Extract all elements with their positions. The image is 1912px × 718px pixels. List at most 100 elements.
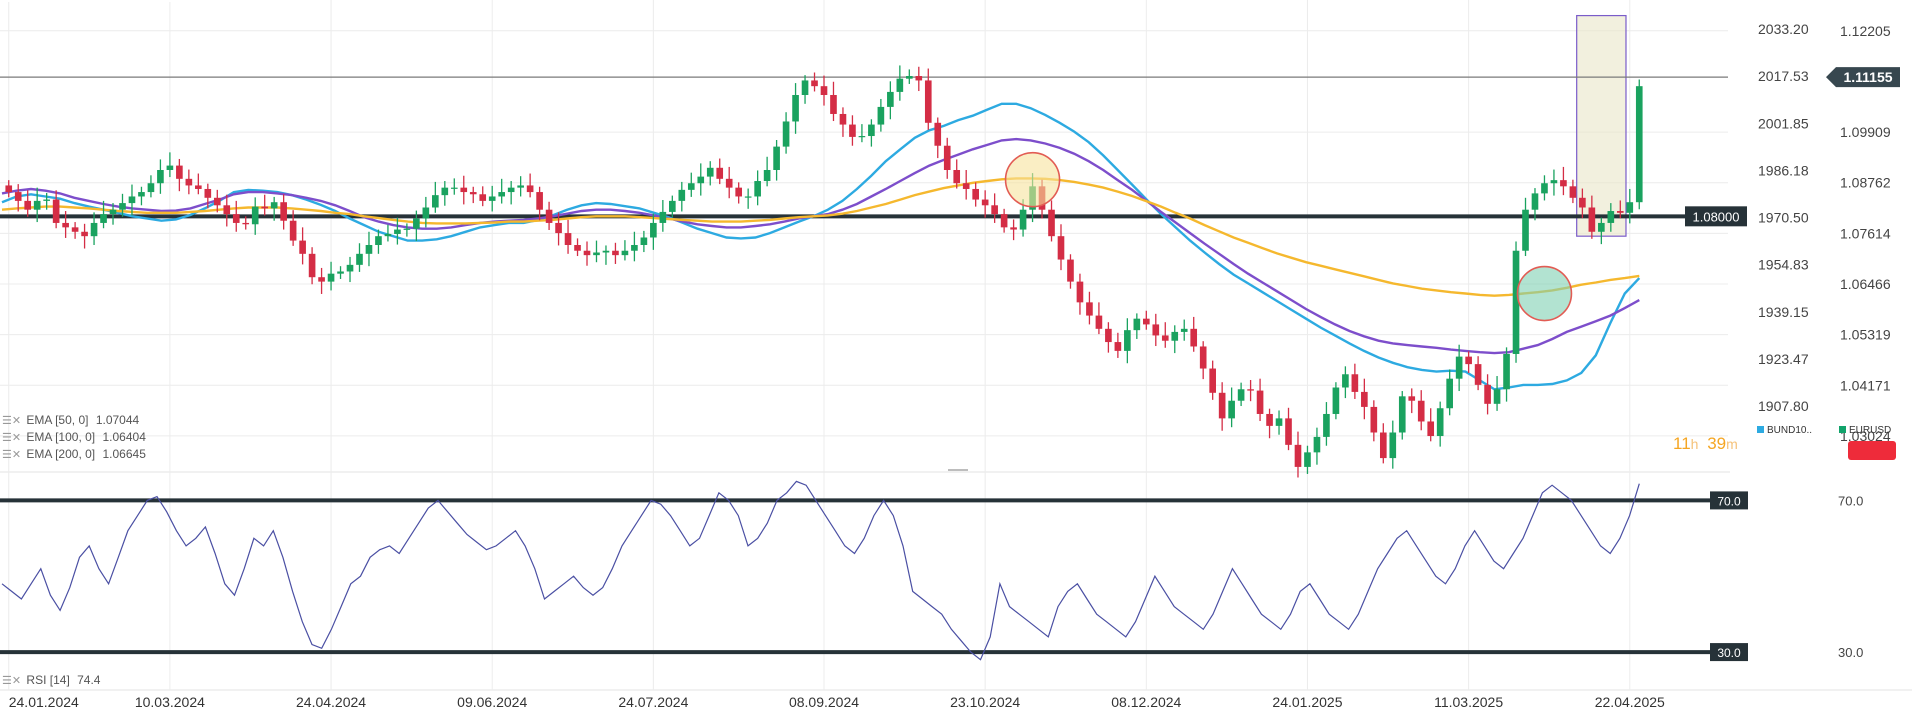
candle — [877, 98, 885, 132]
candle — [1199, 341, 1207, 380]
candle — [811, 72, 818, 92]
candle-body — [887, 91, 894, 107]
candle — [1616, 200, 1624, 219]
candle-body — [1237, 389, 1245, 401]
candle — [924, 68, 932, 130]
price-axis-label: 1.04171 — [1840, 377, 1891, 393]
candle-body — [1228, 400, 1235, 419]
date-axis-label: 09.06.2024 — [457, 694, 527, 710]
candle-body — [280, 202, 287, 221]
legend-ema50[interactable]: ☰✕ EMA [50, 0] 1.07044 — [2, 413, 139, 427]
rsi-level-label-text: 70.0 — [1717, 494, 1741, 508]
candle-body — [896, 78, 904, 92]
candle-body — [384, 233, 392, 237]
settings-icon[interactable]: ☰✕ — [2, 415, 22, 427]
candle — [1351, 363, 1359, 399]
candle-body — [109, 209, 117, 215]
bund-color-swatch — [1757, 426, 1764, 433]
candle — [1370, 400, 1378, 442]
candle-body — [1474, 364, 1482, 385]
last-price-badge — [1826, 67, 1900, 88]
candle — [1209, 360, 1216, 400]
candle — [820, 75, 828, 106]
legend-rsi[interactable]: ☰✕ RSI [14] 74.4 — [2, 673, 100, 687]
candle-body — [1171, 331, 1179, 341]
candle — [1512, 241, 1520, 363]
legend-ema200[interactable]: ☰✕ EMA [200, 0] 1.06645 — [2, 447, 146, 461]
candle — [14, 184, 22, 212]
candle-body — [450, 187, 458, 189]
candle — [1190, 316, 1198, 352]
candle-body — [924, 80, 932, 123]
candle-body — [1152, 324, 1160, 336]
candle-body — [1199, 346, 1207, 369]
candle-body — [1635, 86, 1643, 203]
legend-ema200-label: EMA [200, 0] — [26, 447, 96, 461]
candle-body — [1560, 180, 1567, 187]
candle-body — [1256, 390, 1264, 414]
symbol-legend-bund[interactable]: BUND10.. — [1757, 425, 1812, 436]
candle — [375, 229, 382, 254]
candle — [100, 200, 107, 229]
candle-body — [1550, 180, 1558, 184]
candle — [1161, 322, 1169, 348]
symbol-legend-eurusd[interactable]: EURUSD — [1839, 425, 1891, 436]
secondary-axis-label: 1923.47 — [1758, 351, 1809, 367]
rsi-level-label-text: 30.0 — [1717, 646, 1741, 660]
candle-body — [1503, 353, 1510, 390]
legend-ema100[interactable]: ☰✕ EMA [100, 0] 1.06404 — [2, 430, 146, 444]
candle-body — [593, 252, 600, 256]
candle — [1427, 408, 1435, 442]
candle-body — [687, 183, 695, 190]
candle — [365, 231, 373, 267]
candle-body — [678, 189, 686, 201]
candle — [223, 194, 231, 227]
candle — [1237, 382, 1245, 407]
candle — [1247, 380, 1254, 402]
candle-body — [640, 237, 648, 245]
candle-body — [1313, 436, 1321, 453]
candle-body — [1361, 391, 1368, 407]
candle-body — [33, 200, 41, 210]
candle — [90, 212, 98, 245]
candle — [631, 231, 638, 262]
candle — [934, 117, 942, 159]
candle-body — [564, 233, 572, 245]
candle-body — [1095, 315, 1103, 329]
candle — [1635, 79, 1643, 210]
legend-ema100-label: EMA [100, 0] — [26, 430, 96, 444]
legend-ema200-value: 1.06645 — [102, 447, 146, 461]
price-axis-label: 1.06466 — [1840, 276, 1891, 292]
candle — [830, 81, 837, 122]
candle-body — [621, 250, 629, 256]
candle-body — [204, 188, 212, 198]
candle-body — [337, 271, 344, 274]
candle — [242, 216, 250, 230]
candle-body — [1218, 392, 1226, 419]
candle-body — [1190, 328, 1198, 347]
candle — [356, 243, 363, 272]
candle — [1095, 302, 1103, 335]
candle — [479, 186, 487, 207]
candle-body — [1579, 197, 1586, 208]
candle-body — [1076, 281, 1084, 303]
candle — [517, 176, 524, 197]
candle — [735, 182, 742, 204]
candle-body — [1332, 387, 1340, 414]
settings-icon[interactable]: ☰✕ — [2, 449, 22, 461]
settings-icon[interactable]: ☰✕ — [2, 432, 22, 444]
candle — [1541, 175, 1548, 201]
candle — [71, 222, 79, 239]
settings-icon[interactable]: ☰✕ — [2, 675, 22, 687]
candle — [308, 247, 316, 285]
candle-body — [697, 176, 705, 184]
candle — [1398, 391, 1406, 440]
sell-indicator-pill[interactable] — [1848, 441, 1896, 460]
candle — [1474, 356, 1482, 391]
eurusd-color-swatch — [1839, 426, 1846, 433]
candle-body — [441, 187, 449, 196]
candle-body — [1342, 374, 1349, 388]
candle-body — [138, 192, 145, 197]
countdown-minutes: 39 — [1707, 434, 1727, 453]
